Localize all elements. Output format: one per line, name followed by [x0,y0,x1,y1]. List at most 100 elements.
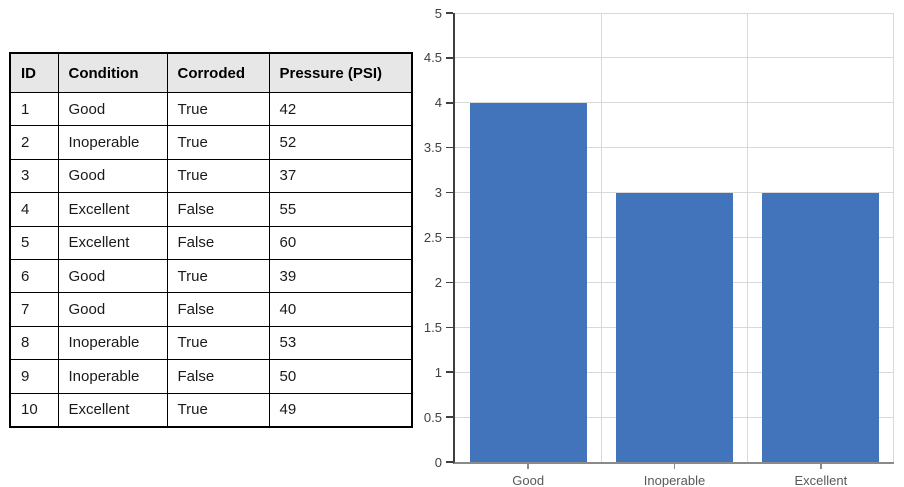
table-cell: True [166,258,270,294]
table-cell: Good [57,292,168,327]
y-axis-tick-mark [446,281,453,284]
y-axis-tick-mark [446,371,453,373]
table-cell: True [166,125,270,160]
table-cell: 10 [9,392,59,428]
y-axis-tick-label: 2 [434,274,442,290]
y-axis-tick-label: 5 [434,5,442,21]
table-cell: True [166,91,270,127]
x-axis-category-label: Excellent [794,473,848,487]
column-header: Condition [57,52,168,93]
bar [762,192,880,462]
y-axis-tick-mark [446,12,453,14]
horizontal-gridline [455,147,894,149]
y-axis-tick-label: 1.5 [423,319,442,335]
y-axis-tick-mark [446,57,453,59]
y-axis-tick-label: 3 [434,185,442,201]
table-cell: Excellent [57,192,168,227]
column-header: Corroded [166,52,270,93]
table-row: 5 Excellent False 60 [9,225,413,260]
y-axis-tick-mark [446,146,453,149]
table-cell: Good [57,158,168,194]
y-axis-tick-mark [446,236,453,239]
table-header-row-inner: ID Condition Corroded Pressure (PSI) [9,52,413,93]
column-header: ID [9,52,59,93]
bar-chart: 0 0.5 1 1.5 2 2.5 3 3.5 4 4.5 5 Good Inoperable Excel… [424,0,904,487]
table-cell: 53 [268,325,413,361]
table-cell: 37 [268,158,413,194]
table-cell: 49 [268,392,413,428]
table-cell: False [166,359,270,394]
table-row: 2 Inoperable True 52 [9,125,413,160]
table-row: 7 Good False 40 [9,292,413,327]
chart-plot-area: 0 0.5 1 1.5 2 2.5 3 3.5 4 4.5 5 Good Inoperable Excel… [424,6,894,487]
table-cell: 52 [268,125,413,160]
y-axis-tick-label: 3.5 [423,140,442,156]
table-cell: 55 [268,192,413,227]
table-cell: False [166,192,270,227]
table-row: 6 Good True 39 [9,258,413,294]
table-cell: Good [57,91,168,127]
y-axis-tick-label: 1 [434,364,442,380]
y-axis-tick-mark [446,102,453,104]
horizontal-gridline [455,102,894,104]
table-cell: Good [57,258,168,294]
table-header-row: ID Condition Corroded Pressure (PSI) [9,52,413,93]
horizontal-gridline [455,57,894,59]
table-cell: 8 [9,325,59,361]
table-cell: True [166,392,270,428]
table-cell: 40 [268,292,413,327]
table-cell: 50 [268,359,413,394]
table-cell: 1 [9,91,59,127]
y-axis-tick-label: 0 [434,454,442,470]
table-cell: False [166,292,270,327]
table-body: 1 Good True 42 2 Inoperable True 52 3 Good True 37 4… [9,91,413,428]
table-row: 10 Excellent True 49 [9,392,413,428]
table-cell: True [166,325,270,361]
table-cell: 2 [9,125,59,160]
table-cell: False [166,225,270,260]
vertical-gridline [747,13,749,462]
table-cell: 4 [9,192,59,227]
table-cell: 3 [9,158,59,194]
table-cell: 9 [9,359,59,394]
x-axis-tick-mark [820,464,822,469]
y-axis-tick-mark [446,461,453,463]
table-cell: 5 [9,225,59,260]
table-cell: Excellent [57,392,168,428]
data-table: ID Condition Corroded Pressure (PSI) 1 Good T… [9,52,413,428]
table-row: 8 Inoperable True 53 [9,325,413,361]
x-axis-category-label: Inoperable [643,473,706,487]
vertical-gridline [893,13,894,462]
y-axis-tick-mark [446,416,453,418]
table-cell: 7 [9,292,59,327]
column-header: Pressure (PSI) [268,52,413,93]
y-axis-tick-label: 4 [434,95,442,111]
horizontal-gridline [455,192,894,194]
table-cell: True [166,158,270,194]
y-axis-tick-label: 0.5 [423,409,442,425]
table-row: 4 Excellent False 55 [9,192,413,227]
x-axis-tick-mark [527,464,529,469]
table-row: 9 Inoperable False 50 [9,359,413,394]
y-axis-tick-label: 4.5 [423,50,442,66]
table-row: 3 Good True 37 [9,158,413,194]
bar [615,192,734,462]
x-axis-tick-mark [673,464,676,469]
table-row: 1 Good True 42 [9,91,413,127]
y-axis-tick-label: 2.5 [423,230,442,245]
table-cell: Excellent [57,225,168,260]
horizontal-gridline [455,12,894,14]
table-cell: Inoperable [57,125,168,160]
table-cell: 42 [268,91,413,127]
table-cell: 60 [268,225,413,260]
table-cell: 39 [268,258,413,294]
y-axis-tick-mark [446,191,453,194]
table-cell: Inoperable [57,325,168,361]
vertical-gridline [600,13,602,462]
table-cell: Inoperable [57,359,168,394]
bar [469,102,587,462]
x-axis-category-label: Good [512,473,545,487]
table-cell: 6 [9,258,59,294]
y-axis-tick-mark [446,326,453,329]
